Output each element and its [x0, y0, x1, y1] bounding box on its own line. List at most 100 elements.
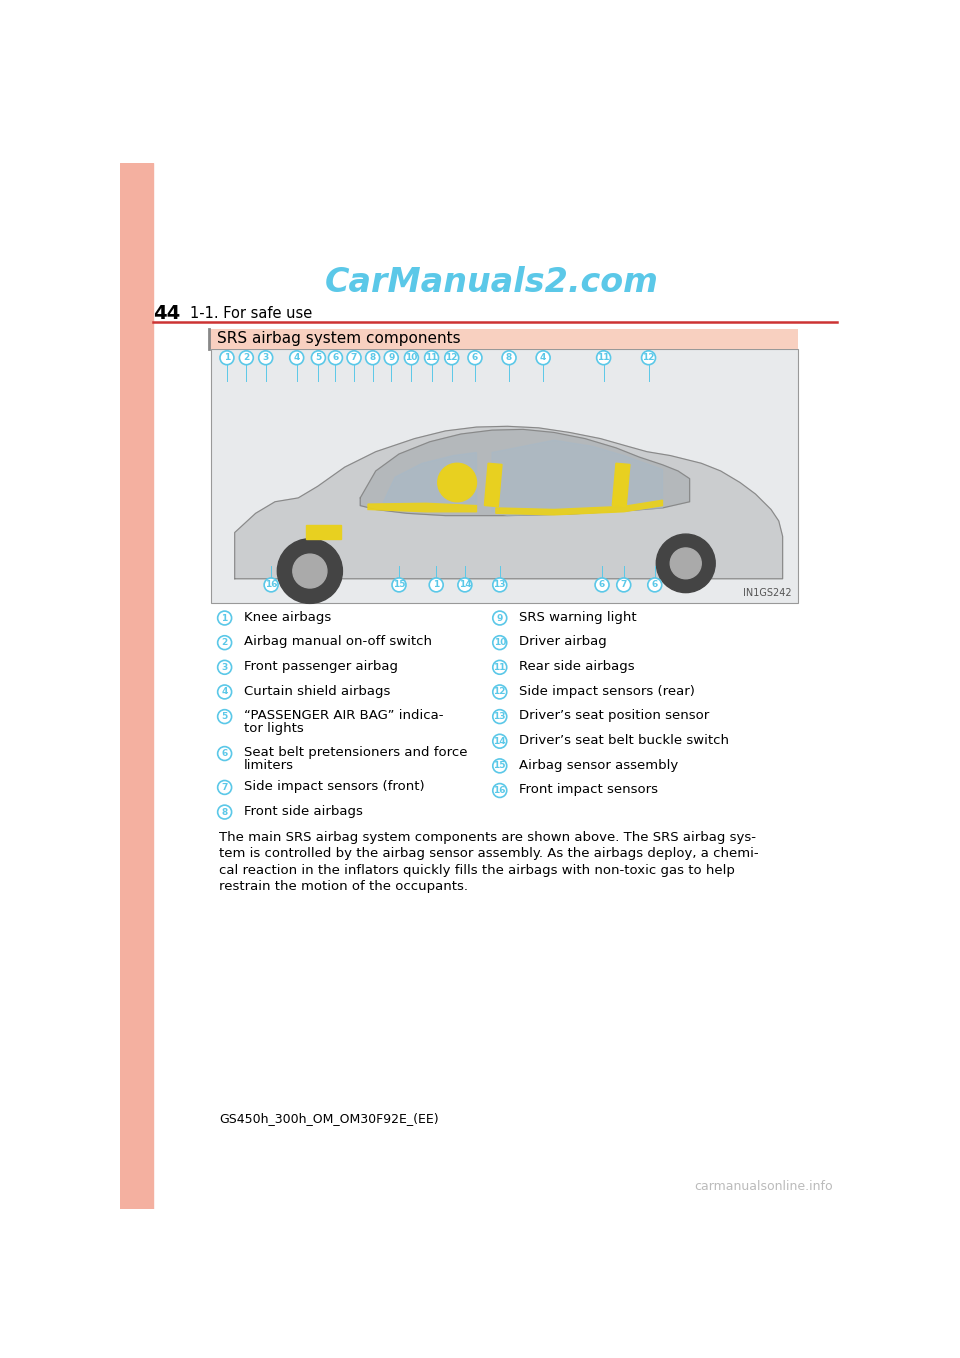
Text: 1-1. For safe use: 1-1. For safe use: [190, 307, 312, 322]
Text: 12: 12: [445, 353, 458, 363]
Text: Curtain shield airbags: Curtain shield airbags: [244, 684, 391, 698]
Text: Seat belt pretensioners and force: Seat belt pretensioners and force: [244, 747, 468, 759]
Circle shape: [348, 350, 361, 365]
Circle shape: [404, 350, 419, 365]
Bar: [306, 524, 341, 539]
Polygon shape: [492, 440, 662, 516]
Circle shape: [502, 350, 516, 365]
Text: 1: 1: [224, 353, 230, 363]
Circle shape: [648, 579, 661, 592]
Circle shape: [492, 759, 507, 773]
Circle shape: [218, 710, 231, 724]
Circle shape: [492, 636, 507, 649]
Circle shape: [616, 579, 631, 592]
Circle shape: [444, 350, 459, 365]
Text: 11: 11: [493, 663, 506, 672]
Text: 6: 6: [222, 750, 228, 758]
Text: “PASSENGER AIR BAG” indica-: “PASSENGER AIR BAG” indica-: [244, 709, 444, 722]
Circle shape: [492, 710, 507, 724]
Circle shape: [492, 611, 507, 625]
Circle shape: [492, 784, 507, 797]
Text: Knee airbags: Knee airbags: [244, 611, 331, 623]
Text: 13: 13: [493, 580, 506, 589]
Text: Front impact sensors: Front impact sensors: [519, 784, 659, 796]
Bar: [120, 163, 153, 1209]
Circle shape: [264, 579, 278, 592]
Text: 4: 4: [540, 353, 546, 363]
Text: CarManuals2.com: CarManuals2.com: [325, 266, 659, 299]
Text: 11: 11: [597, 353, 610, 363]
Text: Rear side airbags: Rear side airbags: [519, 660, 635, 674]
Circle shape: [595, 579, 609, 592]
Text: The main SRS airbag system components are shown above. The SRS airbag sys-: The main SRS airbag system components ar…: [219, 831, 756, 845]
Circle shape: [218, 684, 231, 699]
Text: tem is controlled by the airbag sensor assembly. As the airbags deploy, a chemi-: tem is controlled by the airbag sensor a…: [219, 847, 758, 861]
Circle shape: [220, 350, 234, 365]
Text: limiters: limiters: [244, 759, 294, 771]
Text: Airbag manual on-off switch: Airbag manual on-off switch: [244, 636, 432, 648]
Circle shape: [366, 350, 379, 365]
Text: 8: 8: [506, 353, 513, 363]
Text: 12: 12: [642, 353, 655, 363]
Circle shape: [458, 579, 472, 592]
Text: IN1GS242: IN1GS242: [742, 588, 791, 598]
Bar: [485, 463, 502, 507]
Polygon shape: [496, 500, 662, 515]
Circle shape: [492, 735, 507, 748]
Text: Driver’s seat position sensor: Driver’s seat position sensor: [519, 709, 709, 722]
Text: 2: 2: [243, 353, 250, 363]
Circle shape: [218, 636, 231, 649]
Text: 7: 7: [350, 353, 357, 363]
Circle shape: [670, 549, 701, 579]
Text: 44: 44: [153, 304, 180, 323]
Text: 15: 15: [393, 580, 405, 589]
Text: 14: 14: [493, 737, 506, 746]
Circle shape: [429, 579, 444, 592]
Text: 4: 4: [222, 687, 228, 697]
Text: 1: 1: [222, 614, 228, 622]
Text: 6: 6: [332, 353, 339, 363]
Text: 7: 7: [222, 784, 228, 792]
Text: 9: 9: [388, 353, 395, 363]
Text: Airbag sensor assembly: Airbag sensor assembly: [519, 759, 679, 771]
Text: tor lights: tor lights: [244, 721, 303, 735]
Circle shape: [384, 350, 398, 365]
Polygon shape: [234, 426, 782, 579]
Circle shape: [218, 805, 231, 819]
Text: 8: 8: [370, 353, 375, 363]
Circle shape: [424, 350, 439, 365]
Text: 10: 10: [493, 638, 506, 648]
Text: carmanualsonline.info: carmanualsonline.info: [694, 1180, 833, 1194]
Text: 5: 5: [222, 712, 228, 721]
Text: 3: 3: [263, 353, 269, 363]
Text: 6: 6: [652, 580, 658, 589]
Text: Driver’s seat belt buckle switch: Driver’s seat belt buckle switch: [519, 733, 730, 747]
Text: cal reaction in the inflators quickly fills the airbags with non-toxic gas to he: cal reaction in the inflators quickly fi…: [219, 864, 735, 877]
Text: 10: 10: [405, 353, 418, 363]
Text: Side impact sensors (front): Side impact sensors (front): [244, 779, 424, 793]
Circle shape: [259, 350, 273, 365]
Polygon shape: [360, 429, 689, 516]
Circle shape: [218, 611, 231, 625]
Text: 12: 12: [493, 687, 506, 697]
Text: 8: 8: [222, 808, 228, 816]
Text: 14: 14: [459, 580, 471, 589]
Circle shape: [218, 747, 231, 760]
Circle shape: [218, 660, 231, 674]
Text: 5: 5: [315, 353, 322, 363]
Circle shape: [277, 539, 343, 603]
Text: SRS warning light: SRS warning light: [519, 611, 636, 623]
Circle shape: [596, 350, 611, 365]
Circle shape: [290, 350, 303, 365]
Text: Front passenger airbag: Front passenger airbag: [244, 660, 398, 674]
Circle shape: [218, 781, 231, 794]
Bar: [211, 349, 798, 603]
Text: 6: 6: [599, 580, 605, 589]
Bar: [209, 329, 798, 349]
Circle shape: [537, 350, 550, 365]
Text: 4: 4: [294, 353, 300, 363]
Circle shape: [311, 350, 325, 365]
Text: Front side airbags: Front side airbags: [244, 805, 363, 818]
Text: SRS airbag system components: SRS airbag system components: [217, 331, 461, 346]
Polygon shape: [368, 504, 476, 512]
